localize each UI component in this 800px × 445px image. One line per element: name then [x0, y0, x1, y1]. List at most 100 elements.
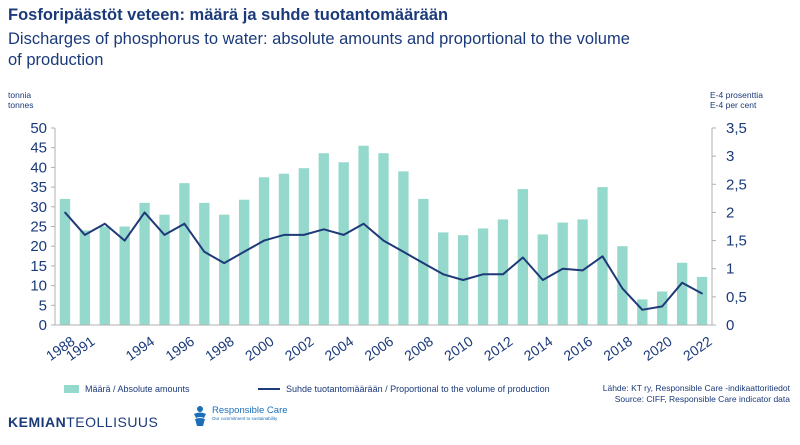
right-tick-label: 0	[726, 317, 734, 334]
left-tick-label: 10	[30, 278, 47, 295]
left-axis-unit-fi: tonnia	[8, 90, 32, 100]
bar-2012	[497, 219, 509, 325]
line-point-2017	[601, 255, 604, 258]
x-tick-label: 2002	[282, 333, 317, 364]
logo-teollisuus: TEOLLISUUS	[66, 414, 159, 430]
line-point-1995	[163, 234, 166, 236]
bar-2008	[418, 198, 429, 325]
source-en: Source: CIFF, Responsible Care indicator…	[614, 394, 790, 404]
line-point-2001	[283, 234, 285, 236]
bar-2006	[378, 153, 389, 325]
x-tick-label: 1996	[162, 333, 197, 364]
right-tick-label: 2	[726, 204, 734, 221]
logo-kemian: KEMIAN	[8, 414, 67, 430]
legend-item-bar: Määrä / Absolute amounts	[64, 384, 190, 394]
bar-2018	[617, 246, 628, 325]
line-point-2003	[322, 228, 325, 231]
bar-2016	[577, 219, 588, 325]
line-point-2012	[502, 273, 504, 276]
bar-2019	[637, 299, 648, 325]
bar-1992	[99, 226, 110, 325]
x-tick-label: 2000	[242, 333, 277, 364]
line-point-2009	[442, 273, 445, 276]
line-point-2010	[462, 279, 464, 281]
line-point-1999	[243, 251, 245, 253]
bar-2001	[278, 173, 290, 325]
x-tick-label: 2014	[521, 333, 556, 364]
line-point-2021	[681, 281, 683, 284]
line-point-2011	[482, 273, 484, 276]
right-tick-label: 2,5	[726, 176, 747, 193]
bar-2011	[477, 228, 489, 325]
bar-1991	[79, 230, 91, 325]
line-point-2008	[422, 262, 425, 264]
line-point-2018	[621, 287, 624, 290]
right-tick-label: 1	[726, 261, 734, 278]
right-tick-label: 0,5	[726, 289, 747, 306]
x-tick-label: 2008	[401, 333, 436, 364]
legend-swatch-bar	[64, 385, 79, 393]
right-tick-label: 3,5	[726, 120, 747, 137]
line-point-2015	[561, 267, 564, 270]
bar-2009	[438, 232, 449, 325]
left-tick-label: 25	[30, 219, 47, 236]
left-axis-unit-en: tonnes	[8, 100, 34, 110]
bar-1996	[179, 183, 190, 325]
line-point-2005	[362, 222, 365, 225]
line-point-1993	[123, 239, 126, 242]
line-point-1997	[203, 251, 206, 253]
x-tick-label: 2018	[600, 333, 635, 364]
bar-1994	[139, 202, 150, 325]
line-point-2013	[522, 256, 524, 259]
left-tick-label: 30	[30, 199, 47, 216]
left-tick-label: 20	[30, 238, 47, 255]
left-tick-label: 5	[39, 297, 47, 314]
bar-2002	[298, 168, 310, 325]
x-tick-label: 2012	[481, 333, 516, 364]
bar-2022	[696, 276, 708, 325]
x-tick-label: 1998	[202, 333, 237, 364]
chart-title: Fosforipäästöt veteen: määrä ja suhde tu…	[8, 6, 449, 24]
chart-subtitle: Discharges of phosphorus to water: absol…	[8, 30, 630, 69]
bar-2007	[398, 171, 409, 325]
right-tick-label: 1,5	[726, 233, 747, 250]
bar-1988	[59, 198, 71, 325]
source-note: Lähde: KT ry, Responsible Care -indikaat…	[603, 383, 790, 405]
legend-label-line: Suhde tuotantomäärään / Proportional to …	[286, 384, 550, 394]
bar-2015	[557, 222, 568, 325]
line-point-2014	[541, 279, 544, 281]
line-point-2022	[701, 292, 703, 295]
right-axis-unit-fi: E-4 prosenttia	[710, 90, 763, 100]
bar-1999	[238, 199, 250, 325]
bar-1995	[159, 214, 170, 325]
line-point-1996	[183, 222, 186, 225]
left-tick-label: 40	[30, 159, 47, 176]
bar-2021	[676, 262, 688, 325]
rc-name: Responsible Care	[212, 405, 288, 416]
line-point-2006	[382, 239, 385, 242]
right-axis-unit: E-4 prosenttia E-4 per cent	[710, 90, 790, 110]
line-point-1994	[143, 211, 146, 214]
right-tick-label: 3	[726, 148, 734, 165]
bar-2003	[318, 153, 329, 325]
x-tick-label: 2006	[361, 333, 396, 364]
chart-canvas: 0510152025303540455000,511,522,533,51988…	[30, 120, 747, 364]
line-point-2004	[342, 234, 345, 236]
line-point-1991	[84, 234, 86, 236]
bar-2004	[338, 162, 349, 325]
line-point-2000	[263, 239, 265, 242]
x-tick-label: 2022	[680, 333, 715, 364]
legend-item-line: Suhde tuotantomäärään / Proportional to …	[258, 384, 550, 394]
bar-2005	[358, 145, 369, 325]
legend-swatch-line	[258, 388, 280, 390]
bar-2000	[258, 177, 270, 325]
legend-label-bar: Määrä / Absolute amounts	[85, 384, 190, 394]
x-tick-label: 2016	[561, 333, 596, 364]
line-point-1992	[103, 222, 106, 225]
line-point-1998	[223, 262, 226, 264]
responsible-care-logo: Responsible Care Our commitment to susta…	[192, 405, 288, 427]
left-axis-unit: tonnia tonnes	[8, 90, 34, 110]
x-tick-label: 1994	[123, 333, 158, 364]
left-tick-label: 15	[30, 258, 47, 275]
x-tick-label: 2010	[441, 333, 476, 364]
